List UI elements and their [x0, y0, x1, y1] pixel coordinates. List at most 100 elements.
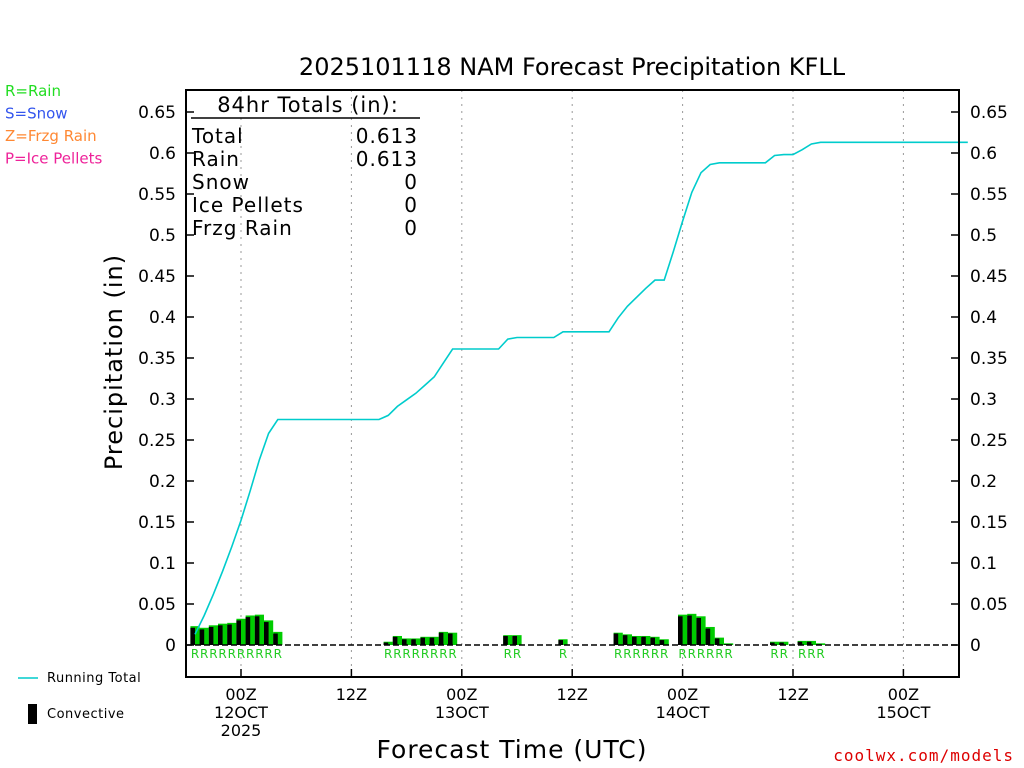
convective-bar: [678, 616, 683, 645]
x-tick-label: 00Z: [888, 685, 919, 704]
legend-swatch-bar: [28, 704, 37, 724]
x-tick-label: 2025: [221, 721, 262, 740]
x-tick-label: 12Z: [336, 685, 367, 704]
convective-bar: [208, 626, 214, 645]
convective-bar: [650, 637, 655, 645]
precip-type-letter: R: [191, 647, 199, 661]
convective-bar: [245, 617, 251, 645]
precip-bar: [687, 613, 697, 645]
precip-type-letter: R: [642, 647, 650, 661]
precip-bar: [779, 641, 789, 645]
precip-bars: [190, 613, 826, 645]
series-legend-label: Running Total: [47, 671, 141, 686]
chart-title: 2025101118 NAM Forecast Precipitation KF…: [299, 53, 846, 81]
totals-box: 84hr Totals (in): Total 0.613 Rain 0.613 Sno…: [191, 93, 420, 240]
precip-type-letter: R: [264, 647, 272, 661]
y-tick-label-right: 0.6: [970, 144, 997, 164]
x-axis-label: Forecast Time (UTC): [377, 735, 648, 764]
convective-bar: [236, 620, 241, 645]
convective-bar: [402, 639, 407, 645]
y-tick-label-right: 0.2: [970, 472, 997, 492]
precip-type-letter: R: [697, 647, 705, 661]
x-tick-label: 14OCT: [656, 703, 710, 722]
precip-type-letter: R: [439, 647, 447, 661]
precip-type-letter: R: [504, 647, 512, 661]
totals-header: 84hr Totals (in):: [217, 93, 399, 117]
convective-bar: [512, 635, 517, 645]
totals-row-value: 0.613: [356, 124, 418, 148]
convective-bar: [632, 636, 637, 645]
series-legend-label: Convective: [47, 707, 125, 722]
y-tick-label-left: 0.1: [149, 554, 176, 574]
precip-type-letter: R: [780, 647, 788, 661]
y-tick-label-right: 0.25: [970, 431, 1008, 451]
y-tick-label-right: 0.45: [970, 267, 1008, 287]
precip-type-letter: R: [412, 647, 420, 661]
convective-bar: [714, 638, 720, 645]
totals-row-value: 0: [404, 216, 418, 240]
vertical-gridlines: [240, 90, 904, 677]
totals-row-label: Frzg Rain: [192, 216, 293, 240]
precip-type-letter: R: [448, 647, 456, 661]
type-legend-entry: S=Snow: [5, 105, 68, 123]
convective-bar: [411, 639, 416, 645]
y-tick-label-left: 0.6: [149, 144, 176, 164]
y-tick-label-left: 0.15: [138, 513, 176, 533]
convective-bar: [392, 636, 398, 645]
precip-type-letter: R: [807, 647, 815, 661]
totals-row-value: 0.613: [356, 147, 418, 171]
precip-type-letter: R: [209, 647, 217, 661]
precip-type-letter: R: [384, 647, 392, 661]
precip-bar: [714, 637, 724, 645]
precip-type-letter: R: [274, 647, 282, 661]
y-tick-label-left: 0: [165, 636, 176, 656]
precip-type-letter: R: [228, 647, 236, 661]
type-legend-entry: Z=Frzg Rain: [5, 127, 97, 145]
y-tick-label-right: 0.05: [970, 595, 1008, 615]
totals-row-value: 0: [404, 170, 418, 194]
convective-bar: [779, 642, 784, 645]
convective-bar: [199, 629, 205, 645]
x-tick-label: 12OCT: [214, 703, 268, 722]
precip-bar: [622, 634, 632, 645]
precip-type-letter: R: [816, 647, 824, 661]
totals-row-value: 0: [404, 193, 418, 217]
y-tick-label-left: 0.5: [149, 226, 176, 246]
convective-bar: [438, 632, 444, 645]
precip-type-letter: R: [402, 647, 410, 661]
convective-bar: [641, 636, 646, 645]
x-tick-label: 00Z: [446, 685, 477, 704]
y-tick-label-right: 0.55: [970, 185, 1008, 205]
precip-type-letter: R: [237, 647, 245, 661]
totals-row-label: Snow: [192, 170, 250, 194]
convective-bar: [383, 642, 389, 645]
y-tick-label-left: 0.4: [149, 308, 176, 328]
convective-bar: [705, 628, 711, 645]
y-tick-label-left: 0.25: [138, 431, 176, 451]
convective-bar: [254, 616, 260, 645]
precip-type-letter: R: [724, 647, 732, 661]
convective-bar: [687, 615, 692, 645]
y-tick-label-left: 0.3: [149, 390, 176, 410]
series-legend: Running Total Convective: [18, 671, 141, 724]
type-legend-entry: P=Ice Pellets: [5, 150, 102, 168]
y-tick-label-right: 0: [970, 636, 981, 656]
convective-bar: [770, 642, 775, 645]
running-total-line: [194, 141, 968, 635]
totals-row-label: Total: [191, 124, 244, 148]
precip-bar: [806, 640, 816, 645]
precip-type-letter: R: [798, 647, 806, 661]
convective-bar: [558, 640, 563, 645]
convective-bar: [696, 617, 701, 645]
precip-type-letter: R: [559, 647, 567, 661]
precip-type-legend: R=Rain S=Snow Z=Frzg Rain P=Ice Pellets: [5, 82, 102, 168]
x-tick-label: 15OCT: [876, 703, 930, 722]
precip-type-letter: R: [678, 647, 686, 661]
y-tick-label-right: 0.1: [970, 554, 997, 574]
x-tick-label: 00Z: [225, 685, 256, 704]
precip-type-letter: R: [651, 647, 659, 661]
x-tick-label: 12Z: [557, 685, 588, 704]
